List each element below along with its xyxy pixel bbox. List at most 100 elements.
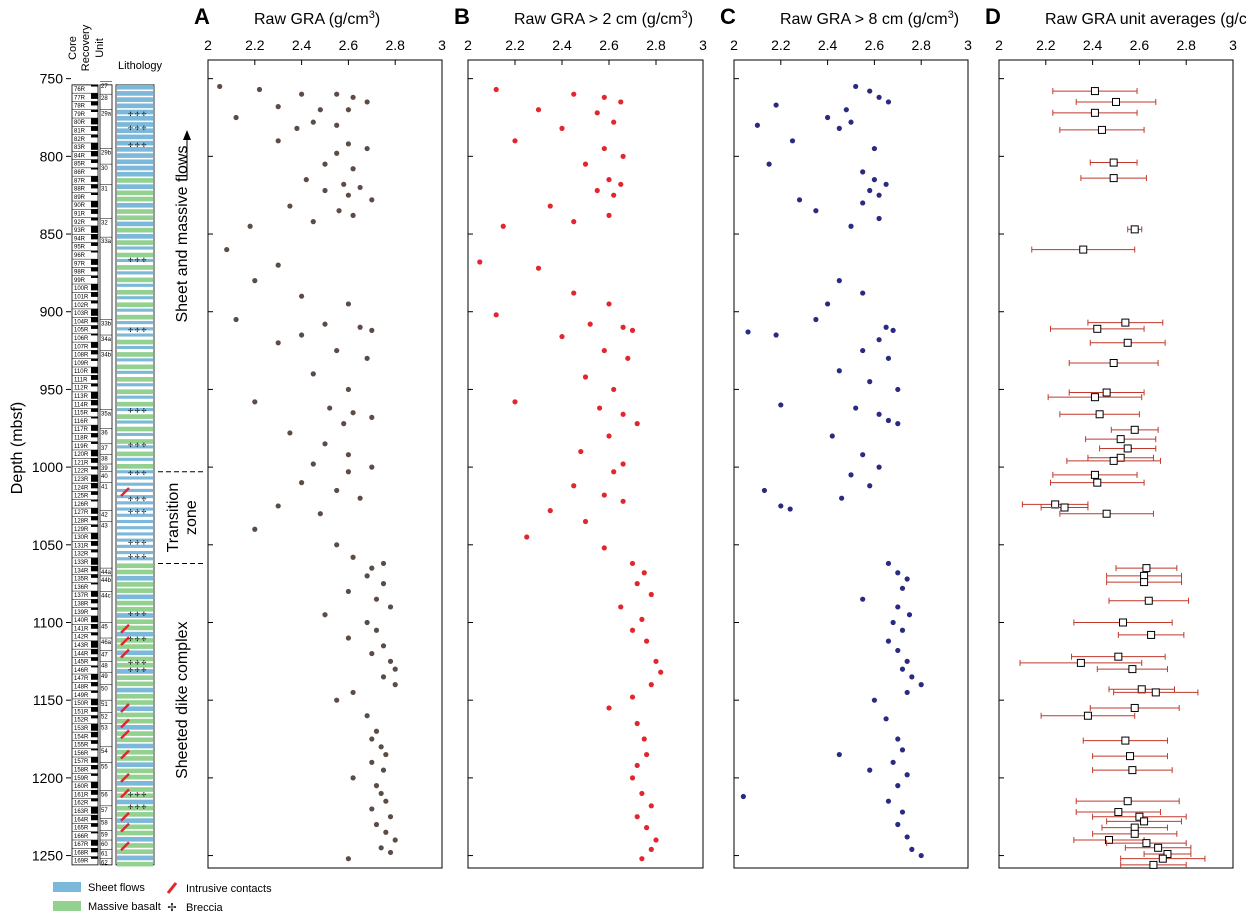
- data-point: [597, 405, 603, 411]
- recovery-bar: [91, 765, 98, 770]
- recovery-bar: [91, 292, 98, 297]
- massive-basalt-layer: [117, 619, 153, 625]
- unit-label: 35a: [101, 412, 112, 418]
- massive-basalt-layer: [117, 675, 153, 680]
- data-point: [634, 421, 640, 427]
- data-point: [299, 480, 305, 486]
- data-point: [247, 223, 253, 229]
- sheet-flow-layer: [117, 669, 153, 674]
- unit-label: 52: [101, 715, 108, 721]
- x-tick-label: 2.6: [865, 37, 885, 53]
- recovery-bar: [91, 674, 98, 680]
- recovery-bar: [91, 159, 98, 163]
- data-point: [653, 658, 659, 664]
- x-tick-label: 3: [699, 37, 707, 53]
- sheet-flow-layer: [117, 308, 153, 312]
- data-point: [1090, 393, 1099, 402]
- recovery-bar: [91, 682, 98, 687]
- panel-b: B Raw GRA > 2 cm (g/cm3) 2 2.2 2.4 2.6 2.8 3: [454, 4, 707, 869]
- data-point: [639, 616, 645, 622]
- data-point: [787, 506, 793, 512]
- intrusive-contact-icon: [120, 703, 130, 713]
- data-point: [629, 560, 636, 567]
- core-label: 150R: [74, 701, 89, 707]
- unit-label: 54: [101, 749, 108, 755]
- data-point: [1102, 388, 1111, 397]
- data-point: [373, 783, 380, 789]
- data-point: [345, 107, 351, 113]
- data-point: [383, 829, 389, 835]
- unit-label: 44b: [101, 578, 112, 584]
- y-tick-label: 850: [40, 226, 64, 242]
- breccia-icon: ✢ ✢ ✢: [128, 442, 146, 449]
- data-point: [322, 161, 328, 167]
- massive-basalt-layer: [117, 787, 153, 792]
- data-point: [571, 219, 577, 225]
- recovery-bar: [91, 126, 98, 131]
- sheet-flow-layer: [117, 103, 153, 109]
- lithology-column: Depth (mbsf) 750 800 850 900 950 1000 1050 1100…: [9, 24, 163, 866]
- massive-basalt-layer: [117, 265, 153, 270]
- data-point: [369, 806, 375, 812]
- unit-label: 33a: [101, 239, 112, 245]
- core-header: Core: [67, 36, 79, 60]
- data-point: [350, 689, 356, 696]
- data-point: [357, 324, 363, 330]
- data-point: [871, 697, 878, 703]
- data-point: [885, 355, 892, 361]
- data-point: [611, 119, 617, 125]
- massive-basalt-layer: [117, 824, 153, 830]
- zone-annotations: Sheet and massive flows Transition zone She…: [158, 130, 205, 779]
- breccia-icon: ✢ ✢ ✢: [128, 257, 146, 264]
- recovery-bar: [91, 267, 98, 272]
- data-point: [493, 86, 499, 93]
- data-point: [317, 107, 323, 113]
- data-point: [1142, 839, 1151, 848]
- recovery-bar: [91, 325, 98, 329]
- x-tick-label: 2.4: [1083, 37, 1103, 53]
- core-label: 83R: [74, 145, 86, 151]
- recovery-bar: [91, 839, 98, 846]
- core-label: 164R: [74, 817, 89, 823]
- massive-basalt-layer: [117, 439, 153, 444]
- data-point: [524, 534, 530, 540]
- massive-basalt-layer: [117, 277, 153, 283]
- sheet-flow-layer: [117, 370, 153, 374]
- legend-intrusive-contacts: Intrusive contacts: [186, 883, 272, 895]
- intrusive-contact-icon: [120, 648, 130, 659]
- massive-basalt-layer: [117, 737, 153, 743]
- data-point: [906, 612, 913, 618]
- sheet-flow-layer: [117, 321, 153, 325]
- sheet-flow-layer: [117, 687, 153, 693]
- panel-title: Raw GRA (g/cm3): [254, 9, 380, 28]
- zone-label: Sheet and massive flows: [174, 146, 191, 323]
- core-label: 165R: [74, 826, 89, 832]
- panel-a: A Raw GRA (g/cm3) 2 2.2 2.4 2.6 2.8 3: [194, 4, 446, 869]
- sheet-flow-layer: [117, 165, 153, 171]
- data-point: [1142, 564, 1151, 573]
- recovery-bar: [91, 84, 98, 87]
- recovery-bar: [91, 690, 98, 693]
- core-label: 146R: [74, 668, 89, 674]
- core-label: 145R: [74, 660, 89, 666]
- data-point: [334, 122, 340, 128]
- unit-label: 55: [101, 764, 108, 770]
- recovery-bar: [91, 275, 98, 278]
- sheet-flow-layer: [117, 140, 153, 146]
- x-tick-label: 2.8: [646, 37, 666, 53]
- sheet-flow-layer: [117, 575, 153, 581]
- data-point: [778, 503, 784, 509]
- core-label: 105R: [74, 328, 89, 334]
- core-label: 113R: [74, 394, 89, 400]
- data-point: [369, 327, 375, 333]
- core-label: 147R: [74, 676, 89, 682]
- lithology-strip: ✢ ✢ ✢✢ ✢ ✢✢ ✢ ✢✢ ✢ ✢✢ ✢ ✢✢ ✢ ✢✢ ✢ ✢✢ ✢ ✢…: [115, 84, 155, 867]
- data-point: [1079, 245, 1088, 254]
- data-point: [1116, 453, 1125, 462]
- data-point: [611, 192, 617, 198]
- core-label: 107R: [74, 344, 89, 350]
- data-point: [336, 208, 342, 214]
- recovery-bar: [91, 541, 98, 546]
- data-point: [535, 107, 542, 113]
- recovery-bar: [91, 408, 98, 412]
